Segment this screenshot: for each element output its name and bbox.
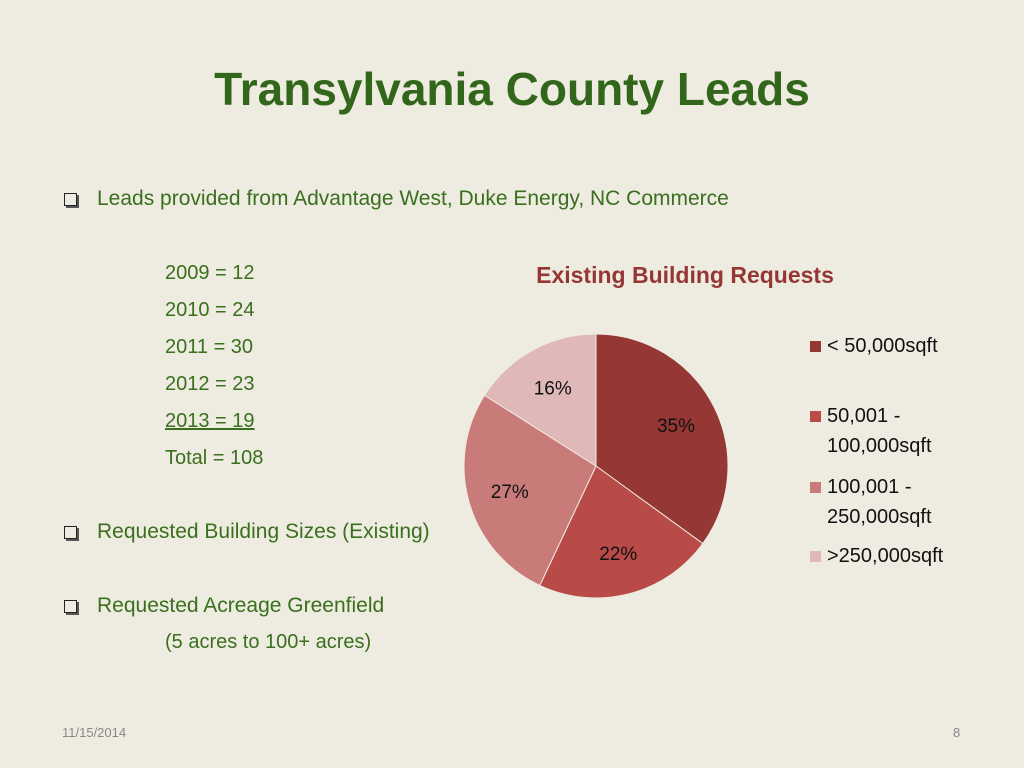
chart-title: Existing Building Requests [536,262,834,288]
pie-slice-3 [463,394,597,587]
legend-swatch-icon [810,482,821,493]
bullet-building-sizes: Requested Building Sizes (Existing) [64,520,430,544]
bullet-acreage: Requested Acreage Greenfield [64,594,384,618]
legend-swatch-icon [810,411,821,422]
legend-item-3: 100,001 -250,000sqft [810,472,932,532]
pie-label-1: 35% [657,416,695,437]
bullet-text: Requested Building Sizes (Existing) [97,520,430,543]
legend-label: >250,000sqft [827,545,944,567]
legend-swatch-icon [810,341,821,352]
acreage-range: (5 acres to 100+ acres) [165,631,372,653]
footer-date: 11/15/2014 [62,725,127,740]
legend-label: 100,001 -250,000sqft [827,476,932,528]
checkbox-bullet-icon [64,599,77,613]
pie-slice-1 [595,333,729,545]
year-2009: 2009 = 12 [165,262,255,284]
legend-item-1: < 50,000sqft [810,331,938,361]
pie-label-4: 16% [534,378,572,399]
year-2011: 2011 = 30 [165,336,254,358]
year-2010: 2010 = 24 [165,299,255,321]
year-2012: 2012 = 23 [165,373,255,395]
bullet-leads-sources: Leads provided from Advantage West, Duke… [64,187,729,211]
legend-item-4: >250,000sqft [810,541,943,571]
bullet-text: Requested Acreage Greenfield [97,594,385,617]
pie-chart: 35% 22% 27% 16% [463,333,729,599]
bullet-text: Leads provided from Advantage West, Duke… [97,187,729,210]
legend-swatch-icon [810,551,821,562]
legend-item-2: 50,001 -100,000sqft [810,401,932,461]
checkbox-bullet-icon [64,525,77,539]
legend-label: < 50,000sqft [827,335,938,357]
total-leads: Total = 108 [165,447,264,469]
pie-slice-4 [483,333,597,467]
checkbox-bullet-icon [64,192,77,206]
pie-label-2: 22% [599,544,637,565]
slide-title: Transylvania County Leads [214,63,810,115]
legend-label: 50,001 -100,000sqft [827,405,932,457]
year-2013: 2013 = 19 [165,410,255,432]
footer-page-number: 8 [953,725,961,740]
pie-label-3: 27% [491,482,529,503]
